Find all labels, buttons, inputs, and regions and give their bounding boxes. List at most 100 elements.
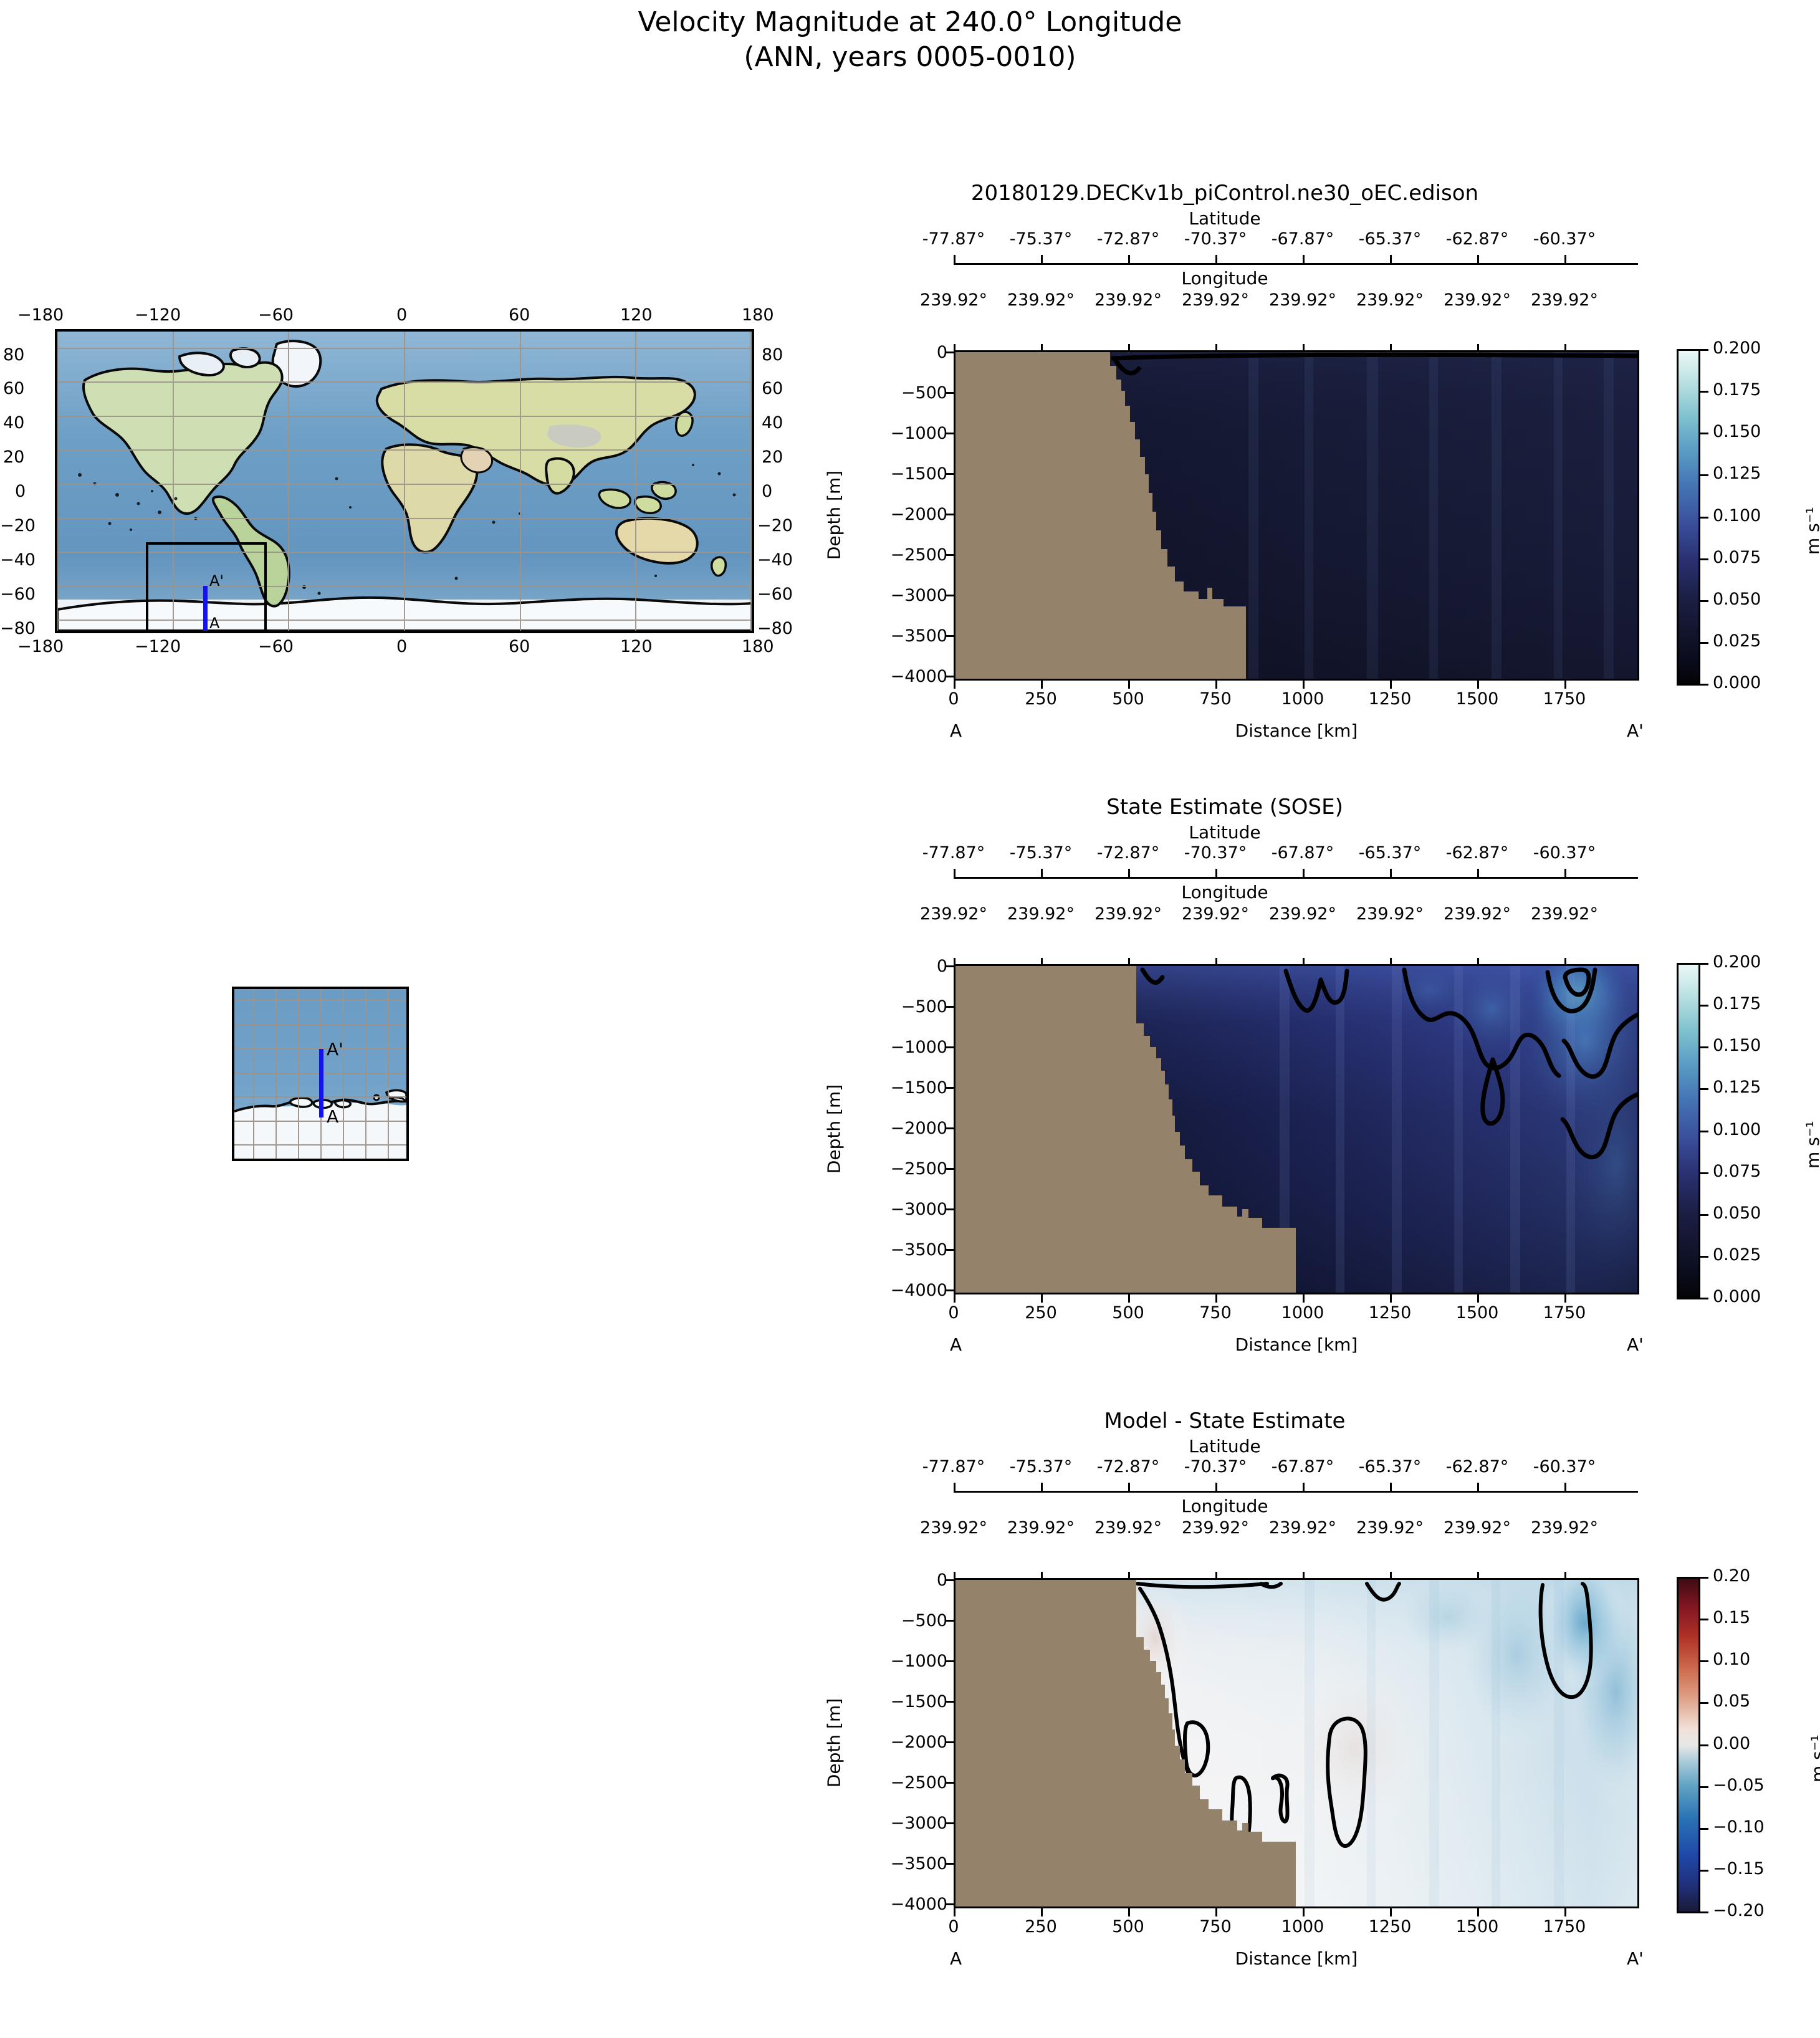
sose-y-tick-mark-1 — [946, 1006, 954, 1008]
panel-model-latitude-axis-label: Latitude — [1189, 208, 1261, 229]
model-x-tick-mark-1 — [1041, 681, 1043, 689]
sose-lat-tick-3: -70.37° — [1184, 843, 1247, 863]
sose-top-tick-6 — [1477, 958, 1479, 966]
sose-cb-tick-mark-8 — [1700, 1298, 1708, 1299]
difference-cross-section-plot[interactable] — [954, 1578, 1639, 1908]
diff-x-tick-mark-3 — [1215, 1908, 1217, 1916]
sose-lon-tick-5: 239.92° — [1356, 904, 1424, 924]
model-cb-tick-mark-2 — [1700, 433, 1708, 434]
world-map-frame[interactable]: A' A — [55, 329, 754, 633]
sose-cb-tick-3: 0.125 — [1713, 1078, 1761, 1097]
model-y-tick-2: −1000 — [890, 424, 947, 443]
sose-y-tick-mark-4 — [946, 1127, 954, 1129]
world-map-graphic — [57, 332, 752, 631]
sose-x-tick-mark-6 — [1477, 1294, 1479, 1303]
diff-lon-tick-1: 239.92° — [1007, 1518, 1075, 1538]
model-cross-section-plot[interactable] — [954, 350, 1639, 681]
diff-lat-tick-mark-2 — [1128, 1483, 1130, 1491]
sose-y-tick-5: −2500 — [890, 1159, 947, 1179]
sose-x-tick-mark-1 — [1041, 1294, 1043, 1303]
diff-x-tick-mark-7 — [1564, 1908, 1566, 1916]
sose-y-tick-mark-8 — [946, 1289, 954, 1291]
sose-cb-tick-mark-5 — [1700, 1172, 1708, 1174]
sose-x-tick-mark-4 — [1303, 1294, 1305, 1303]
world-lat-tick-left-1: 60 — [3, 379, 25, 398]
difference-colorbar[interactable] — [1677, 1577, 1700, 1913]
model-y-tick-mark-7 — [946, 635, 954, 637]
model-top-tick-2 — [1128, 344, 1130, 352]
region-transect-start-label: A — [327, 1106, 339, 1127]
diff-cb-tick-mark-7 — [1700, 1870, 1708, 1872]
diff-cb-tick-7: −0.15 — [1713, 1859, 1765, 1878]
diff-x-tick-6: 1500 — [1455, 1917, 1499, 1936]
world-lat-tick-left-0: 80 — [3, 345, 25, 365]
sose-cb-tick-0: 0.200 — [1713, 952, 1761, 972]
diff-lat-tick-6: -62.87° — [1445, 1457, 1509, 1476]
diff-lon-tick-7: 239.92° — [1531, 1518, 1598, 1538]
diff-top-tick-4 — [1303, 1572, 1305, 1580]
sose-top-tick-2 — [1128, 958, 1130, 966]
model-x-tick-mark-6 — [1477, 681, 1479, 689]
world-lon-tick-top-3: 0 — [396, 305, 408, 325]
diff-cb-tick-mark-1 — [1700, 1619, 1708, 1620]
model-lat-tick-4: -67.87° — [1271, 229, 1334, 249]
sose-x-tick-0: 0 — [948, 1303, 959, 1323]
panel-difference: Model - State Estimate Latitude -77.87° … — [792, 1409, 1820, 1969]
diff-lat-tick-7: -60.37° — [1533, 1457, 1596, 1476]
diff-cb-tick-3: 0.05 — [1713, 1691, 1751, 1711]
model-colorbar[interactable] — [1677, 349, 1700, 686]
model-lat-tick-2: -72.87° — [1096, 229, 1160, 249]
model-x-tick-6: 1500 — [1455, 689, 1499, 709]
world-lon-tick-top-0: −180 — [17, 305, 64, 325]
sose-lat-tick-0: -77.87° — [922, 843, 985, 863]
diff-cb-tick-2: 0.10 — [1713, 1650, 1751, 1669]
diff-top-tick-6 — [1477, 1572, 1479, 1580]
difference-colorbar-unit: m s⁻¹ — [1808, 1734, 1820, 1782]
model-lat-tick-3: -70.37° — [1184, 229, 1247, 249]
sose-cb-tick-mark-3 — [1700, 1088, 1708, 1090]
sose-x-tick-mark-7 — [1564, 1294, 1566, 1303]
diff-x-tick-mark-4 — [1303, 1908, 1305, 1916]
diff-lat-tick-mark-4 — [1303, 1483, 1305, 1491]
world-transect-end-label: A' — [209, 572, 224, 590]
panel-model-ylabel: Depth [m] — [823, 470, 845, 560]
model-x-tick-mark-7 — [1564, 681, 1566, 689]
diff-cb-tick-4: 0.00 — [1713, 1734, 1751, 1753]
model-y-tick-8: −4000 — [890, 667, 947, 686]
diff-lon-tick-3: 239.92° — [1182, 1518, 1249, 1538]
sose-latitude-spine — [954, 877, 1638, 879]
region-map-frame[interactable]: A' A — [232, 987, 409, 1161]
sose-lat-tick-mark-4 — [1303, 869, 1305, 877]
model-top-tick-7 — [1564, 344, 1566, 352]
model-lat-tick-0: -77.87° — [922, 229, 985, 249]
model-top-tick-5 — [1390, 344, 1392, 352]
diff-top-tick-2 — [1128, 1572, 1130, 1580]
sose-lon-tick-4: 239.92° — [1269, 904, 1336, 924]
diff-y-tick-3: −1500 — [890, 1692, 947, 1711]
model-cb-tick-mark-7 — [1700, 642, 1708, 644]
diff-top-tick-3 — [1215, 1572, 1217, 1580]
diff-cb-tick-mark-6 — [1700, 1828, 1708, 1830]
world-lat-tick-right-2: 40 — [762, 413, 783, 433]
sose-colorbar[interactable] — [1677, 963, 1700, 1299]
model-cb-tick-3: 0.125 — [1713, 464, 1761, 483]
diff-y-tick-8: −4000 — [890, 1895, 947, 1914]
model-y-tick-mark-4 — [946, 514, 954, 515]
model-colorbar-unit: m s⁻¹ — [1803, 507, 1820, 555]
sose-y-tick-1: −500 — [901, 997, 947, 1017]
sose-lon-tick-1: 239.92° — [1007, 904, 1075, 924]
sose-cross-section-plot[interactable] — [954, 964, 1639, 1294]
model-x-tick-2: 500 — [1112, 689, 1144, 709]
model-y-tick-1: −500 — [901, 383, 947, 403]
diff-top-tick-5 — [1390, 1572, 1392, 1580]
model-y-tick-mark-6 — [946, 595, 954, 596]
panel-model-title: 20180129.DECKv1b_piControl.ne30_oEC.edis… — [970, 181, 1479, 206]
sose-cb-tick-8: 0.000 — [1713, 1287, 1761, 1306]
model-lon-tick-1: 239.92° — [1007, 290, 1075, 310]
model-transect-end-label: A' — [1627, 720, 1644, 741]
panel-difference-title: Model - State Estimate — [1104, 1409, 1346, 1433]
model-x-tick-5: 1250 — [1368, 689, 1412, 709]
model-latitude-spine — [954, 263, 1638, 265]
model-x-tick-mark-4 — [1303, 681, 1305, 689]
inset-region-box — [146, 542, 267, 631]
